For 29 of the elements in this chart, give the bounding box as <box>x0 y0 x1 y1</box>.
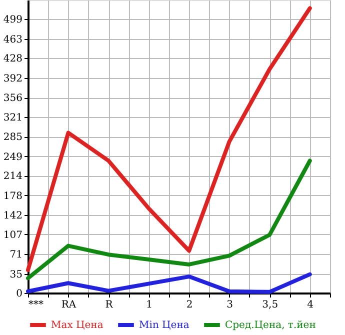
x-tick-label: 4 <box>307 300 314 310</box>
y-tick-label: 71 <box>10 250 22 261</box>
x-tick-label: *** <box>28 300 44 310</box>
y-tick-label: 499 <box>3 14 22 26</box>
y-tick-label: 107 <box>3 230 22 241</box>
y-tick-label: 0 <box>16 288 22 300</box>
y-tick-label: 321 <box>3 112 22 124</box>
y-tick-label: 356 <box>3 93 22 104</box>
y-tick-label: 392 <box>3 73 22 84</box>
y-tick-label: 463 <box>3 34 22 46</box>
x-tick-label: RA <box>61 300 77 310</box>
y-tick-label: 35 <box>10 269 22 280</box>
x-tick-label: 3 <box>226 300 234 310</box>
y-tick-label: 285 <box>3 132 22 144</box>
y-tick-label: 142 <box>3 210 22 222</box>
legend-label: Max Цена <box>51 320 104 331</box>
x-tick-label: 2 <box>186 300 193 310</box>
legend-label: Min Цена <box>139 320 190 331</box>
y-tick-label: 178 <box>3 190 22 202</box>
x-tick-label: R <box>105 300 114 310</box>
y-tick-label: 249 <box>3 152 22 163</box>
y-tick-label: 214 <box>3 171 22 182</box>
line-series <box>26 158 312 280</box>
line-series <box>26 6 312 272</box>
legend-label: Сред.Цена, т.йен <box>225 320 316 331</box>
x-tick-label: 3,5 <box>262 300 278 310</box>
y-tick-label: 428 <box>3 54 22 65</box>
x-tick-label: 1 <box>146 300 152 310</box>
line-series <box>26 272 312 294</box>
